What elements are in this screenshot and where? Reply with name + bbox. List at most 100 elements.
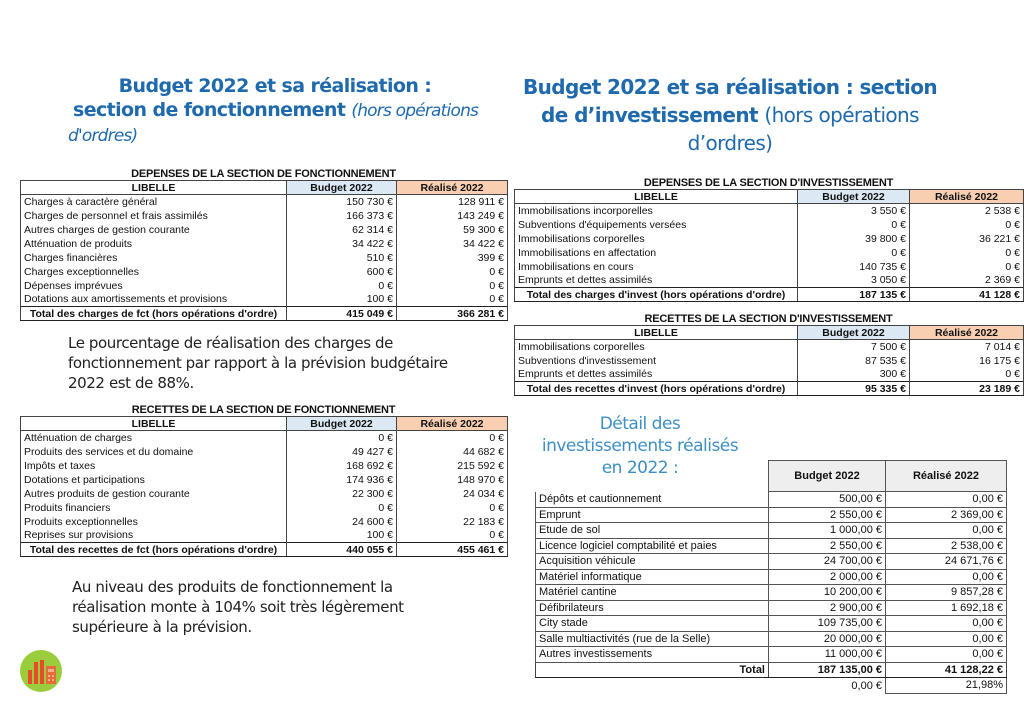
extra-budget: 0,00 € (851, 679, 882, 692)
row-budget: 2 900,00 € (768, 600, 886, 616)
row-realise: 59 300 € (396, 222, 508, 237)
row-budget: 87 535 € (797, 353, 910, 368)
row-label: Autres investissements (535, 646, 769, 663)
row-label: Défibrilateurs (535, 600, 769, 616)
table-depenses-investissement: DEPENSES DE LA SECTION D'INVESTISSEMENT … (514, 177, 1024, 302)
row-label: Dépenses imprévues (20, 278, 287, 293)
row-realise: 0,00 € (885, 631, 1007, 647)
row-realise: 0,00 € (885, 569, 1007, 585)
header-realise: Réalisé 2022 (396, 180, 508, 195)
table-title: RECETTES DE LA SECTION DE FONCTIONNEMENT (131, 404, 396, 416)
total-label: Total des charges d'invest (hors opérati… (514, 287, 798, 302)
total-row: Total des recettes de fct (hors opératio… (20, 542, 508, 557)
table-row: Dépenses imprévues 0 €0 € (20, 278, 508, 293)
row-label: Produits exceptionnelles (20, 514, 287, 529)
header-empty (536, 461, 769, 492)
table-row: Charges à caractère général 150 730 €128 … (20, 194, 508, 209)
table-row: City stade 109 735,00 €0,00 € (535, 615, 1007, 632)
row-realise: 36 221 € (909, 231, 1024, 246)
header-libelle: LIBELLE (514, 189, 798, 204)
row-budget: 0 € (286, 430, 397, 445)
detail-subtitle-line3: en 2022 : (601, 458, 679, 478)
total-realise: 366 281 € (396, 306, 508, 321)
row-realise: 1 692,18 € (885, 600, 1007, 616)
table-row: Immobilisations en cours 140 735 €0 € (514, 259, 1024, 274)
table-row: Immobilisations corporelles 39 800 €36 22… (514, 231, 1024, 246)
table-row: Acquisition véhicule 24 700,00 €24 671,76… (535, 553, 1007, 570)
table-row: Immobilisations incorporelles 3 550 €2 53… (514, 203, 1024, 218)
row-realise: 0,00 € (885, 646, 1007, 663)
row-label: Charges de personnel et frais assimilés (20, 208, 287, 223)
table-row: Charges de personnel et frais assimilés 1… (20, 208, 508, 223)
detail-subtitle-line2: investissements réalisés (541, 436, 739, 456)
header-realise: Réalisé 2022 (909, 325, 1024, 340)
total-budget: 415 049 € (286, 306, 397, 321)
right-title-line1: Budget 2022 et sa réalisation : section (523, 75, 938, 99)
row-realise: 0 € (909, 367, 1024, 382)
table-row: Impôts et taxes 168 692 €215 592 € (20, 458, 508, 473)
header-libelle: LIBELLE (20, 416, 287, 431)
row-budget: 11 000,00 € (768, 646, 886, 663)
row-label: Subventions d'investissement (514, 353, 798, 368)
total-label: Total des charges de fct (hors opération… (20, 306, 287, 321)
row-budget: 174 936 € (286, 472, 397, 487)
row-label: Autres produits de gestion courante (20, 486, 287, 501)
table-row: Atténuation de charges 0 €0 € (20, 430, 508, 445)
row-label: Dépôts et cautionnement (535, 491, 769, 508)
row-budget: 34 422 € (286, 236, 397, 251)
table-row: Subventions d'investissement 87 535 €16 1… (514, 353, 1024, 368)
total-realise: 41 128,22 € (885, 661, 1007, 678)
row-realise: 0 € (909, 217, 1024, 232)
row-label: Immobilisations corporelles (514, 339, 798, 354)
table-row: Matériel informatique 2 000,00 €0,00 € (535, 569, 1007, 585)
table-recettes-investissement: RECETTES DE LA SECTION D'INVESTISSEMENT … (514, 313, 1024, 396)
table-header: LIBELLE Budget 2022 Réalisé 2022 (20, 416, 508, 431)
paragraph-charges: Le pourcentage de réalisation des charge… (68, 334, 448, 392)
table-row: Licence logiciel comptabilité et paies 2 … (535, 538, 1007, 554)
row-label: Atténuation de produits (20, 236, 287, 251)
row-realise: 2 369,00 € (885, 507, 1007, 523)
total-label: Total des recettes de fct (hors opératio… (20, 542, 287, 557)
row-label: Licence logiciel comptabilité et paies (535, 538, 769, 554)
table-title: RECETTES DE LA SECTION D'INVESTISSEMENT (644, 313, 893, 325)
row-budget: 140 735 € (797, 259, 910, 274)
header-budget: Budget 2022 (797, 189, 910, 204)
row-budget: 3 050 € (797, 273, 910, 288)
table-row: Dotations et participations 174 936 €148 … (20, 472, 508, 487)
left-title-line2-italic: (hors opérations (351, 101, 479, 121)
row-label: Salle multiactivités (rue de la Selle) (535, 631, 769, 647)
row-realise: 22 183 € (396, 514, 508, 529)
row-budget: 2 550,00 € (768, 507, 886, 523)
table-row: Salle multiactivités (rue de la Selle) 20… (535, 631, 1007, 647)
header-budget: Budget 2022 (797, 325, 910, 340)
row-label: Matériel informatique (535, 569, 769, 585)
row-realise: 24 034 € (396, 486, 508, 501)
table-row: Reprises sur provisions 100 €0 € (20, 528, 508, 543)
row-realise: 0 € (396, 528, 508, 543)
table-header: LIBELLE Budget 2022 Réalisé 2022 (514, 325, 1024, 340)
row-label: Dotations et participations (20, 472, 287, 487)
row-realise: 0,00 € (885, 522, 1007, 539)
table-depenses-fonctionnement: DEPENSES DE LA SECTION DE FONCTIONNEMENT… (20, 168, 508, 321)
table-row: Dotations aux amortissements et provisio… (20, 292, 508, 307)
row-budget: 62 314 € (286, 222, 397, 237)
row-label: City stade (535, 615, 769, 632)
table-row: Emprunts et dettes assimilés 3 050 €2 369… (514, 273, 1024, 288)
table-row: Charges exceptionnelles 600 €0 € (20, 264, 508, 279)
row-budget: 510 € (286, 250, 397, 265)
row-label: Impôts et taxes (20, 458, 287, 473)
table-recettes-fonctionnement: RECETTES DE LA SECTION DE FONCTIONNEMENT… (20, 404, 508, 557)
row-label: Immobilisations corporelles (514, 231, 798, 246)
row-label: Matériel cantine (535, 584, 769, 601)
row-realise: 34 422 € (396, 236, 508, 251)
left-title: Budget 2022 et sa réalisation : section … (40, 74, 510, 148)
table-row: Charges financières 510 €399 € (20, 250, 508, 265)
row-label: Emprunts et dettes assimilés (514, 367, 798, 382)
row-budget: 600 € (286, 264, 397, 279)
row-budget: 22 300 € (286, 486, 397, 501)
left-title-line3: d'ordres) (68, 126, 138, 146)
row-realise: 143 249 € (396, 208, 508, 223)
total-label: Total des recettes d'invest (hors opérat… (514, 381, 798, 396)
row-realise: 0,00 € (885, 615, 1007, 632)
row-budget: 0 € (797, 217, 910, 232)
